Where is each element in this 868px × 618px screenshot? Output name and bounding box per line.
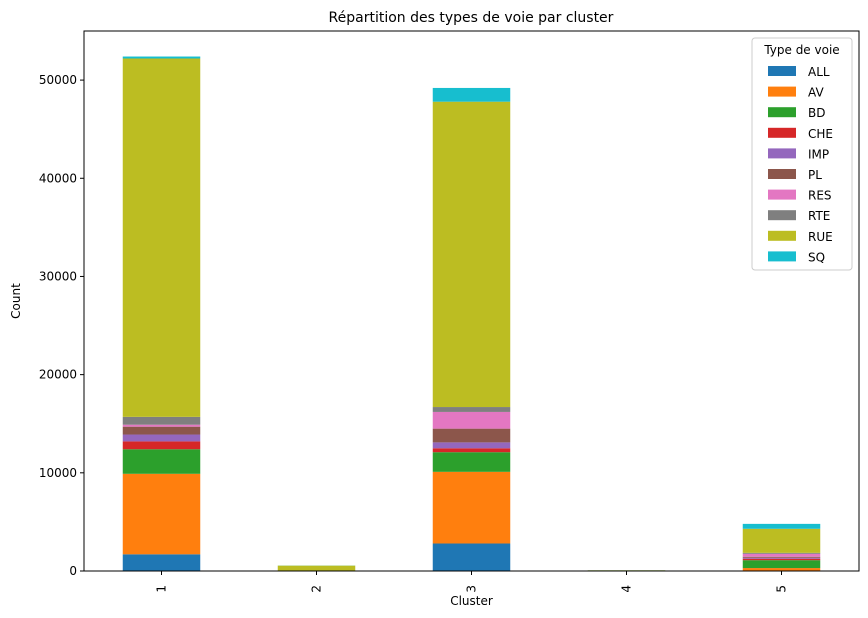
bar-segment-av-cluster-1 xyxy=(122,473,201,555)
y-tick-label: 10000 xyxy=(39,466,77,480)
bar-segment-rte-cluster-3 xyxy=(432,407,511,412)
legend-label-bd: BD xyxy=(808,106,825,120)
bar-segment-res-cluster-3 xyxy=(432,411,511,429)
bar-segment-av-cluster-5 xyxy=(742,568,821,571)
bar-segment-res-cluster-5 xyxy=(742,553,821,557)
bar-segment-sq-cluster-3 xyxy=(432,87,511,102)
bar-segment-sq-cluster-5 xyxy=(742,523,821,529)
plot-frame xyxy=(83,30,860,572)
legend-swatch-all xyxy=(768,66,796,76)
legend-label-rue: RUE xyxy=(808,230,833,244)
bar-segment-res-cluster-1 xyxy=(122,424,201,427)
legend-swatch-pl xyxy=(768,169,796,179)
bar-segment-bd-cluster-3 xyxy=(432,452,511,472)
x-tick-label: 5 xyxy=(775,585,789,593)
y-tick-label: 20000 xyxy=(39,368,77,382)
x-tick-label: 4 xyxy=(620,585,634,593)
bar-segment-rue-cluster-2 xyxy=(277,565,356,571)
legend-swatch-bd xyxy=(768,107,796,118)
bar-segment-all-cluster-3 xyxy=(432,543,511,571)
legend-swatch-che xyxy=(768,127,796,138)
chart-title: Répartition des types de voie par cluste… xyxy=(329,10,614,26)
legend-label-rte: RTE xyxy=(808,209,830,223)
y-tick-label: 50000 xyxy=(39,73,77,87)
bar-segment-bd-cluster-5 xyxy=(742,560,821,569)
legend-label-av: AV xyxy=(808,86,824,100)
x-tick-label: 2 xyxy=(310,585,324,593)
legend-label-res: RES xyxy=(808,189,832,203)
x-tick-label: 3 xyxy=(465,585,479,593)
y-axis: 0 10000 20000 30000 40000 50000 xyxy=(39,73,84,578)
bar-segment-che-cluster-3 xyxy=(432,448,511,453)
bar-segment-sq-cluster-1 xyxy=(122,56,201,59)
bars-layer xyxy=(122,56,821,571)
bar-segment-che-cluster-1 xyxy=(122,441,201,450)
y-tick-label: 30000 xyxy=(39,269,77,283)
y-tick-label: 40000 xyxy=(39,171,77,185)
bar-segment-all-cluster-1 xyxy=(122,554,201,571)
bar-segment-rte-cluster-5 xyxy=(742,552,821,554)
x-axis: 1 2 3 4 5 xyxy=(155,571,789,593)
x-tick-label: 1 xyxy=(155,585,169,593)
bar-segment-pl-cluster-3 xyxy=(432,428,511,443)
bar-segment-pl-cluster-5 xyxy=(742,556,821,558)
legend-title: Type de voie xyxy=(763,43,839,57)
bar-segment-rue-cluster-5 xyxy=(742,528,821,553)
bar-segment-av-cluster-3 xyxy=(432,471,511,544)
bar-segment-imp-cluster-3 xyxy=(432,442,511,449)
legend-swatch-rte xyxy=(768,210,796,221)
bar-segment-rue-cluster-1 xyxy=(122,58,201,417)
legend-label-pl: PL xyxy=(808,168,822,182)
bar-segment-imp-cluster-1 xyxy=(122,434,201,442)
legend-label-all: ALL xyxy=(808,65,830,79)
legend-box xyxy=(751,37,853,271)
bar-segment-rte-cluster-1 xyxy=(122,416,201,425)
y-tick-label: 0 xyxy=(69,564,77,578)
legend-label-che: CHE xyxy=(808,127,833,141)
x-axis-label: Cluster xyxy=(450,594,493,608)
legend: Type de voie ALL AV BD CHE IMP PL RES RTE RUE SQ xyxy=(751,37,853,271)
legend-swatch-sq xyxy=(768,251,796,262)
bar-segment-pl-cluster-1 xyxy=(122,426,201,435)
legend-swatch-imp xyxy=(768,148,796,159)
legend-swatch-rue xyxy=(768,230,796,241)
legend-swatch-av xyxy=(768,86,796,97)
legend-swatch-res xyxy=(768,189,796,200)
bar-segment-imp-cluster-5 xyxy=(742,557,821,559)
y-axis-label: Count xyxy=(9,283,23,319)
bar-segment-bd-cluster-1 xyxy=(122,449,201,474)
legend-label-sq: SQ xyxy=(808,250,825,264)
bar-segment-che-cluster-5 xyxy=(742,558,821,561)
legend-label-imp: IMP xyxy=(808,147,829,161)
bar-segment-rue-cluster-3 xyxy=(432,101,511,408)
